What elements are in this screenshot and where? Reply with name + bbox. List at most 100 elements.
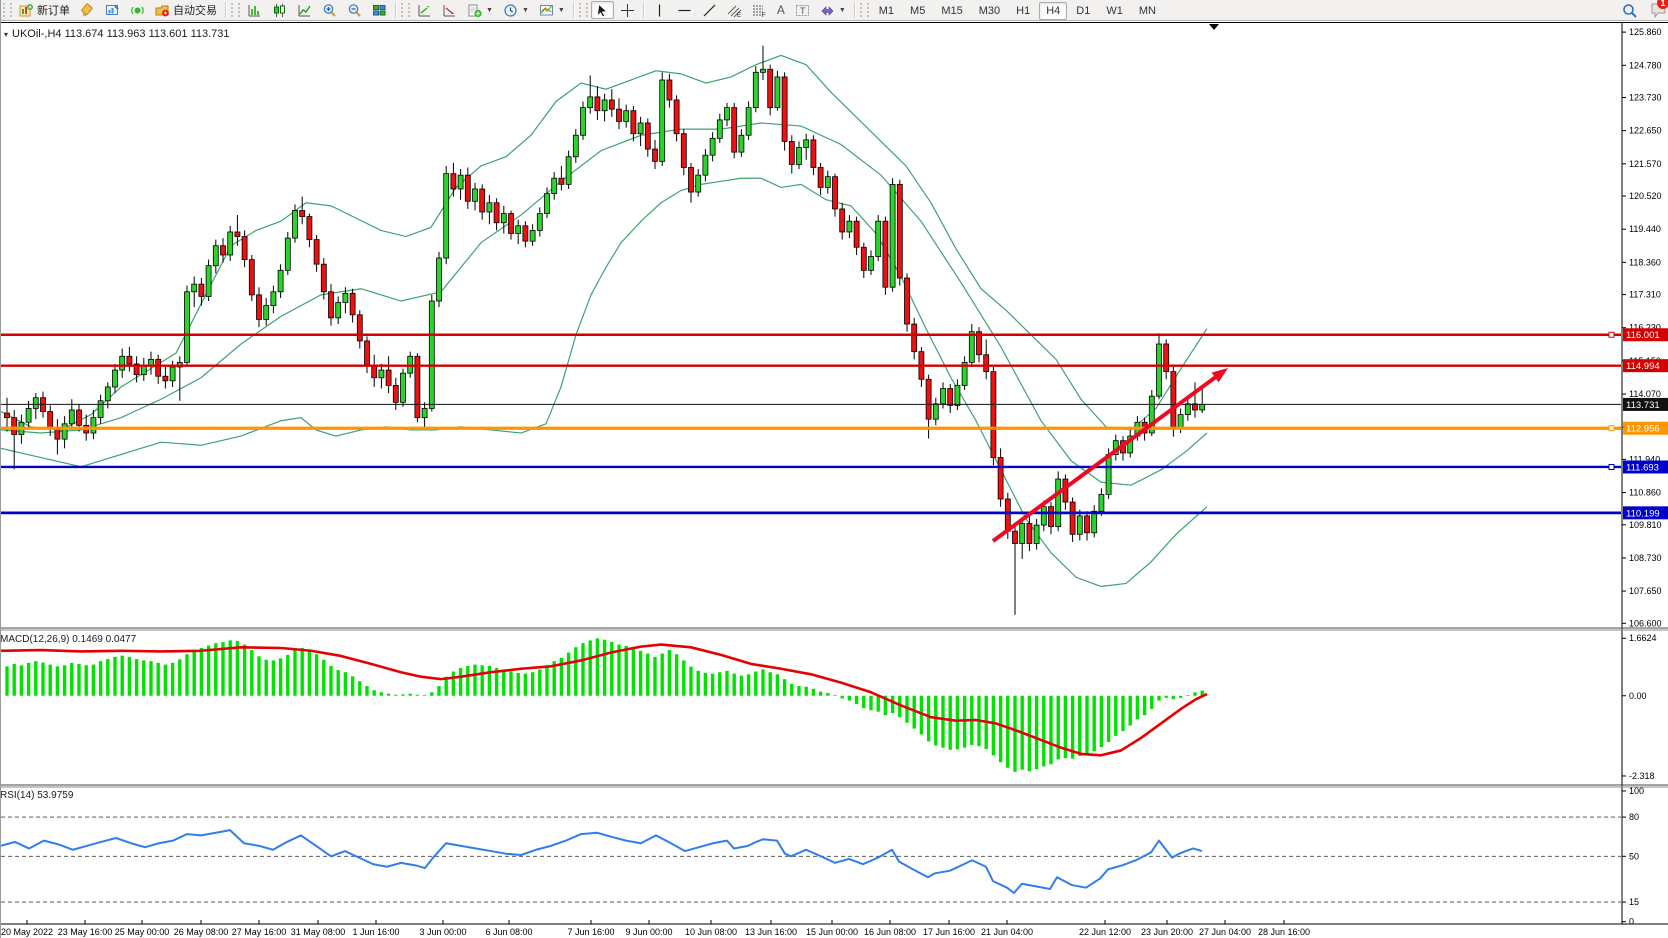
svg-text:110.199: 110.199 xyxy=(1626,508,1660,519)
timeframe-button-h4[interactable]: H4 xyxy=(1039,1,1068,20)
svg-text:6 Jun 08:00: 6 Jun 08:00 xyxy=(485,927,532,937)
zoom-out-button[interactable] xyxy=(343,1,366,19)
price-tag-112.956 xyxy=(1623,421,1668,435)
toolbar-grip[interactable] xyxy=(859,3,869,17)
svg-text:27 Jun 04:00: 27 Jun 04:00 xyxy=(1199,927,1251,937)
svg-text:1 Jun 16:00: 1 Jun 16:00 xyxy=(352,927,399,937)
text-label-tool-button[interactable]: T xyxy=(791,1,814,19)
tile-windows-icon xyxy=(372,3,387,18)
svg-text:124.780: 124.780 xyxy=(1629,60,1662,70)
vertical-line-tool-button[interactable] xyxy=(648,1,671,19)
highlighter-button[interactable] xyxy=(76,1,99,19)
add-indicator-button[interactable]: ▼ xyxy=(463,1,497,19)
svg-text:16 Jun 08:00: 16 Jun 08:00 xyxy=(864,927,916,937)
svg-text:114.994: 114.994 xyxy=(1626,361,1660,372)
timeframe-button-m1[interactable]: M1 xyxy=(872,2,901,20)
toolbar-separator xyxy=(395,2,396,18)
bar-chart-button[interactable] xyxy=(243,1,266,19)
chart-top-border xyxy=(1,22,1668,23)
equidistant-channel-tool-button[interactable]: E xyxy=(723,1,746,19)
svg-text:123.730: 123.730 xyxy=(1629,93,1662,103)
svg-text:9 Jun 00:00: 9 Jun 00:00 xyxy=(625,927,672,937)
svg-text:20 May 2022: 20 May 2022 xyxy=(1,927,53,937)
channel-icon: E xyxy=(727,3,742,19)
toolbar-grip[interactable] xyxy=(3,3,12,17)
template-icon xyxy=(539,3,554,18)
timeframe-group: M1 M5 M15 M30 H1 H4 D1 W1 MN xyxy=(871,1,1164,20)
trendline-tool-button[interactable] xyxy=(698,1,721,19)
timeframe-button-m15[interactable]: M15 xyxy=(934,2,969,20)
chart-symbol-header: ▾ UKOil-,H4 113.674 113.963 113.601 113.7… xyxy=(4,28,230,40)
svg-text:80: 80 xyxy=(1629,812,1639,822)
svg-text:121.570: 121.570 xyxy=(1629,159,1662,169)
svg-text:119.440: 119.440 xyxy=(1629,224,1661,234)
notifications-button[interactable]: 1 xyxy=(1650,0,1668,19)
chart-canvas[interactable]: 125.860 124.780 123.730 122.650 121.570 120.5… xyxy=(1,21,1668,938)
candlestick-series xyxy=(4,45,1206,615)
bar-chart-icon xyxy=(247,3,262,18)
new-order-icon xyxy=(19,3,34,18)
chart-window-button[interactable] xyxy=(101,1,124,19)
svg-text:F: F xyxy=(762,13,766,18)
svg-text:108.730: 108.730 xyxy=(1629,553,1662,563)
candlestick-button[interactable] xyxy=(268,1,291,19)
macd-pane xyxy=(1,638,1208,772)
collapse-arrow-icon[interactable]: ▾ xyxy=(4,30,9,39)
chevron-down-icon: ▼ xyxy=(557,6,565,14)
svg-text:3 Jun 00:00: 3 Jun 00:00 xyxy=(419,927,466,937)
highlighter-icon xyxy=(80,3,95,18)
bollinger-upper xyxy=(1,54,1208,431)
indicators-button[interactable] xyxy=(413,1,436,19)
svg-text:23 Jun 20:00: 23 Jun 20:00 xyxy=(1141,927,1193,937)
timeframe-button-m5[interactable]: M5 xyxy=(903,2,932,20)
svg-text:116.001: 116.001 xyxy=(1626,330,1660,341)
trend-arrow[interactable] xyxy=(991,368,1228,543)
new-order-button[interactable]: 新订单 xyxy=(15,1,74,19)
tile-windows-button[interactable] xyxy=(368,1,391,19)
line-chart-button[interactable] xyxy=(293,1,316,19)
svg-text:0.00: 0.00 xyxy=(1629,691,1647,701)
auto-trading-button[interactable]: 自动交易 xyxy=(151,1,221,19)
svg-text:110.860: 110.860 xyxy=(1629,488,1661,498)
line-handle xyxy=(1608,331,1615,338)
search-button[interactable] xyxy=(1618,1,1641,19)
indicator-axis: 1.6624 0.00 -2.318 100 80 50 15 0 xyxy=(1622,633,1657,927)
signal-button[interactable] xyxy=(126,1,149,19)
objects-list-button[interactable] xyxy=(438,1,461,19)
chevron-down-icon: ▼ xyxy=(521,6,529,14)
auto-trading-label: 自动交易 xyxy=(173,5,217,17)
fibonacci-tool-button[interactable]: F xyxy=(748,1,771,19)
toolbar-grip[interactable] xyxy=(578,3,588,17)
timeframe-button-mn[interactable]: MN xyxy=(1132,2,1163,20)
svg-text:E: E xyxy=(737,13,741,18)
svg-text:113.731: 113.731 xyxy=(1626,400,1660,411)
shapes-tool-button[interactable]: ▼ xyxy=(816,1,850,19)
cursor-tool-button[interactable] xyxy=(590,1,614,19)
svg-text:118.360: 118.360 xyxy=(1629,257,1661,267)
svg-text:106.600: 106.600 xyxy=(1629,618,1662,628)
text-tool-button[interactable]: A xyxy=(773,1,789,19)
crosshair-tool-button[interactable] xyxy=(616,1,639,19)
cursor-icon xyxy=(595,3,610,18)
zoom-in-button[interactable] xyxy=(318,1,341,19)
timeframe-button-w1[interactable]: W1 xyxy=(1099,2,1130,20)
svg-text:117.310: 117.310 xyxy=(1629,290,1661,300)
timeframe-button-d1[interactable]: D1 xyxy=(1069,2,1097,20)
macd-indicator-label: MACD(12,26,9) 0.1469 0.0477 xyxy=(0,634,137,645)
period-button[interactable]: ▼ xyxy=(499,1,533,19)
rsi-indicator-label: RSI(14) 53.9759 xyxy=(0,790,74,801)
toolbar-grip[interactable] xyxy=(231,3,240,17)
toolbar-grip[interactable] xyxy=(401,3,410,17)
price-tag-113.731 xyxy=(1623,397,1668,411)
macd-signal-line xyxy=(1,643,1208,757)
candlestick-icon xyxy=(272,3,287,18)
price-tag-116.001 xyxy=(1623,328,1668,342)
svg-text:109.810: 109.810 xyxy=(1629,520,1662,530)
svg-text:107.650: 107.650 xyxy=(1629,586,1662,596)
horizontal-line-tool-button[interactable] xyxy=(673,1,696,19)
objects-list-icon xyxy=(442,3,457,18)
timeframe-button-m30[interactable]: M30 xyxy=(972,2,1007,20)
chart-shift-marker[interactable] xyxy=(1209,24,1219,30)
template-button[interactable]: ▼ xyxy=(535,1,569,19)
timeframe-button-h1[interactable]: H1 xyxy=(1009,2,1037,20)
